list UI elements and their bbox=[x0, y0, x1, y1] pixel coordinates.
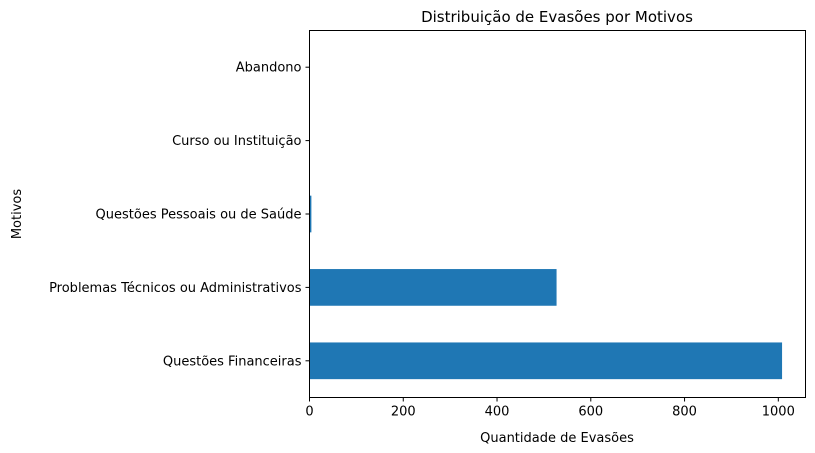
y-tick-label: Abandono bbox=[236, 61, 302, 76]
y-tick-label: Questões Financeiras bbox=[163, 354, 302, 369]
x-tick-label: 400 bbox=[485, 405, 510, 420]
chart-title: Distribuição de Evasões por Motivos bbox=[421, 8, 693, 26]
x-tick-label: 1000 bbox=[762, 405, 795, 420]
y-tick-label: Problemas Técnicos ou Administrativos bbox=[49, 281, 302, 296]
x-tick-label: 800 bbox=[672, 405, 697, 420]
x-tick-label: 200 bbox=[391, 405, 416, 420]
x-tick-label: 0 bbox=[305, 405, 313, 420]
y-tick-label: Questões Pessoais ou de Saúde bbox=[96, 208, 302, 223]
bar-questoes-financeiras bbox=[309, 342, 783, 380]
plot-frame bbox=[309, 30, 806, 398]
y-axis-title: Motivos bbox=[10, 189, 25, 240]
bar-questoes-pessoais-ou-de-saude bbox=[309, 195, 312, 233]
x-axis-title: Quantidade de Evasões bbox=[480, 431, 634, 446]
bar-problemas-tecnicos-ou-administrativos bbox=[309, 269, 557, 306]
y-axis-ticks: Questões Financeiras Problemas Técnicos o… bbox=[49, 61, 310, 369]
x-tick-label: 600 bbox=[578, 405, 603, 420]
bar-series bbox=[309, 48, 783, 380]
y-tick-label: Curso ou Instituição bbox=[172, 134, 301, 149]
x-axis-ticks: 0 200 400 600 800 1000 bbox=[305, 397, 795, 420]
